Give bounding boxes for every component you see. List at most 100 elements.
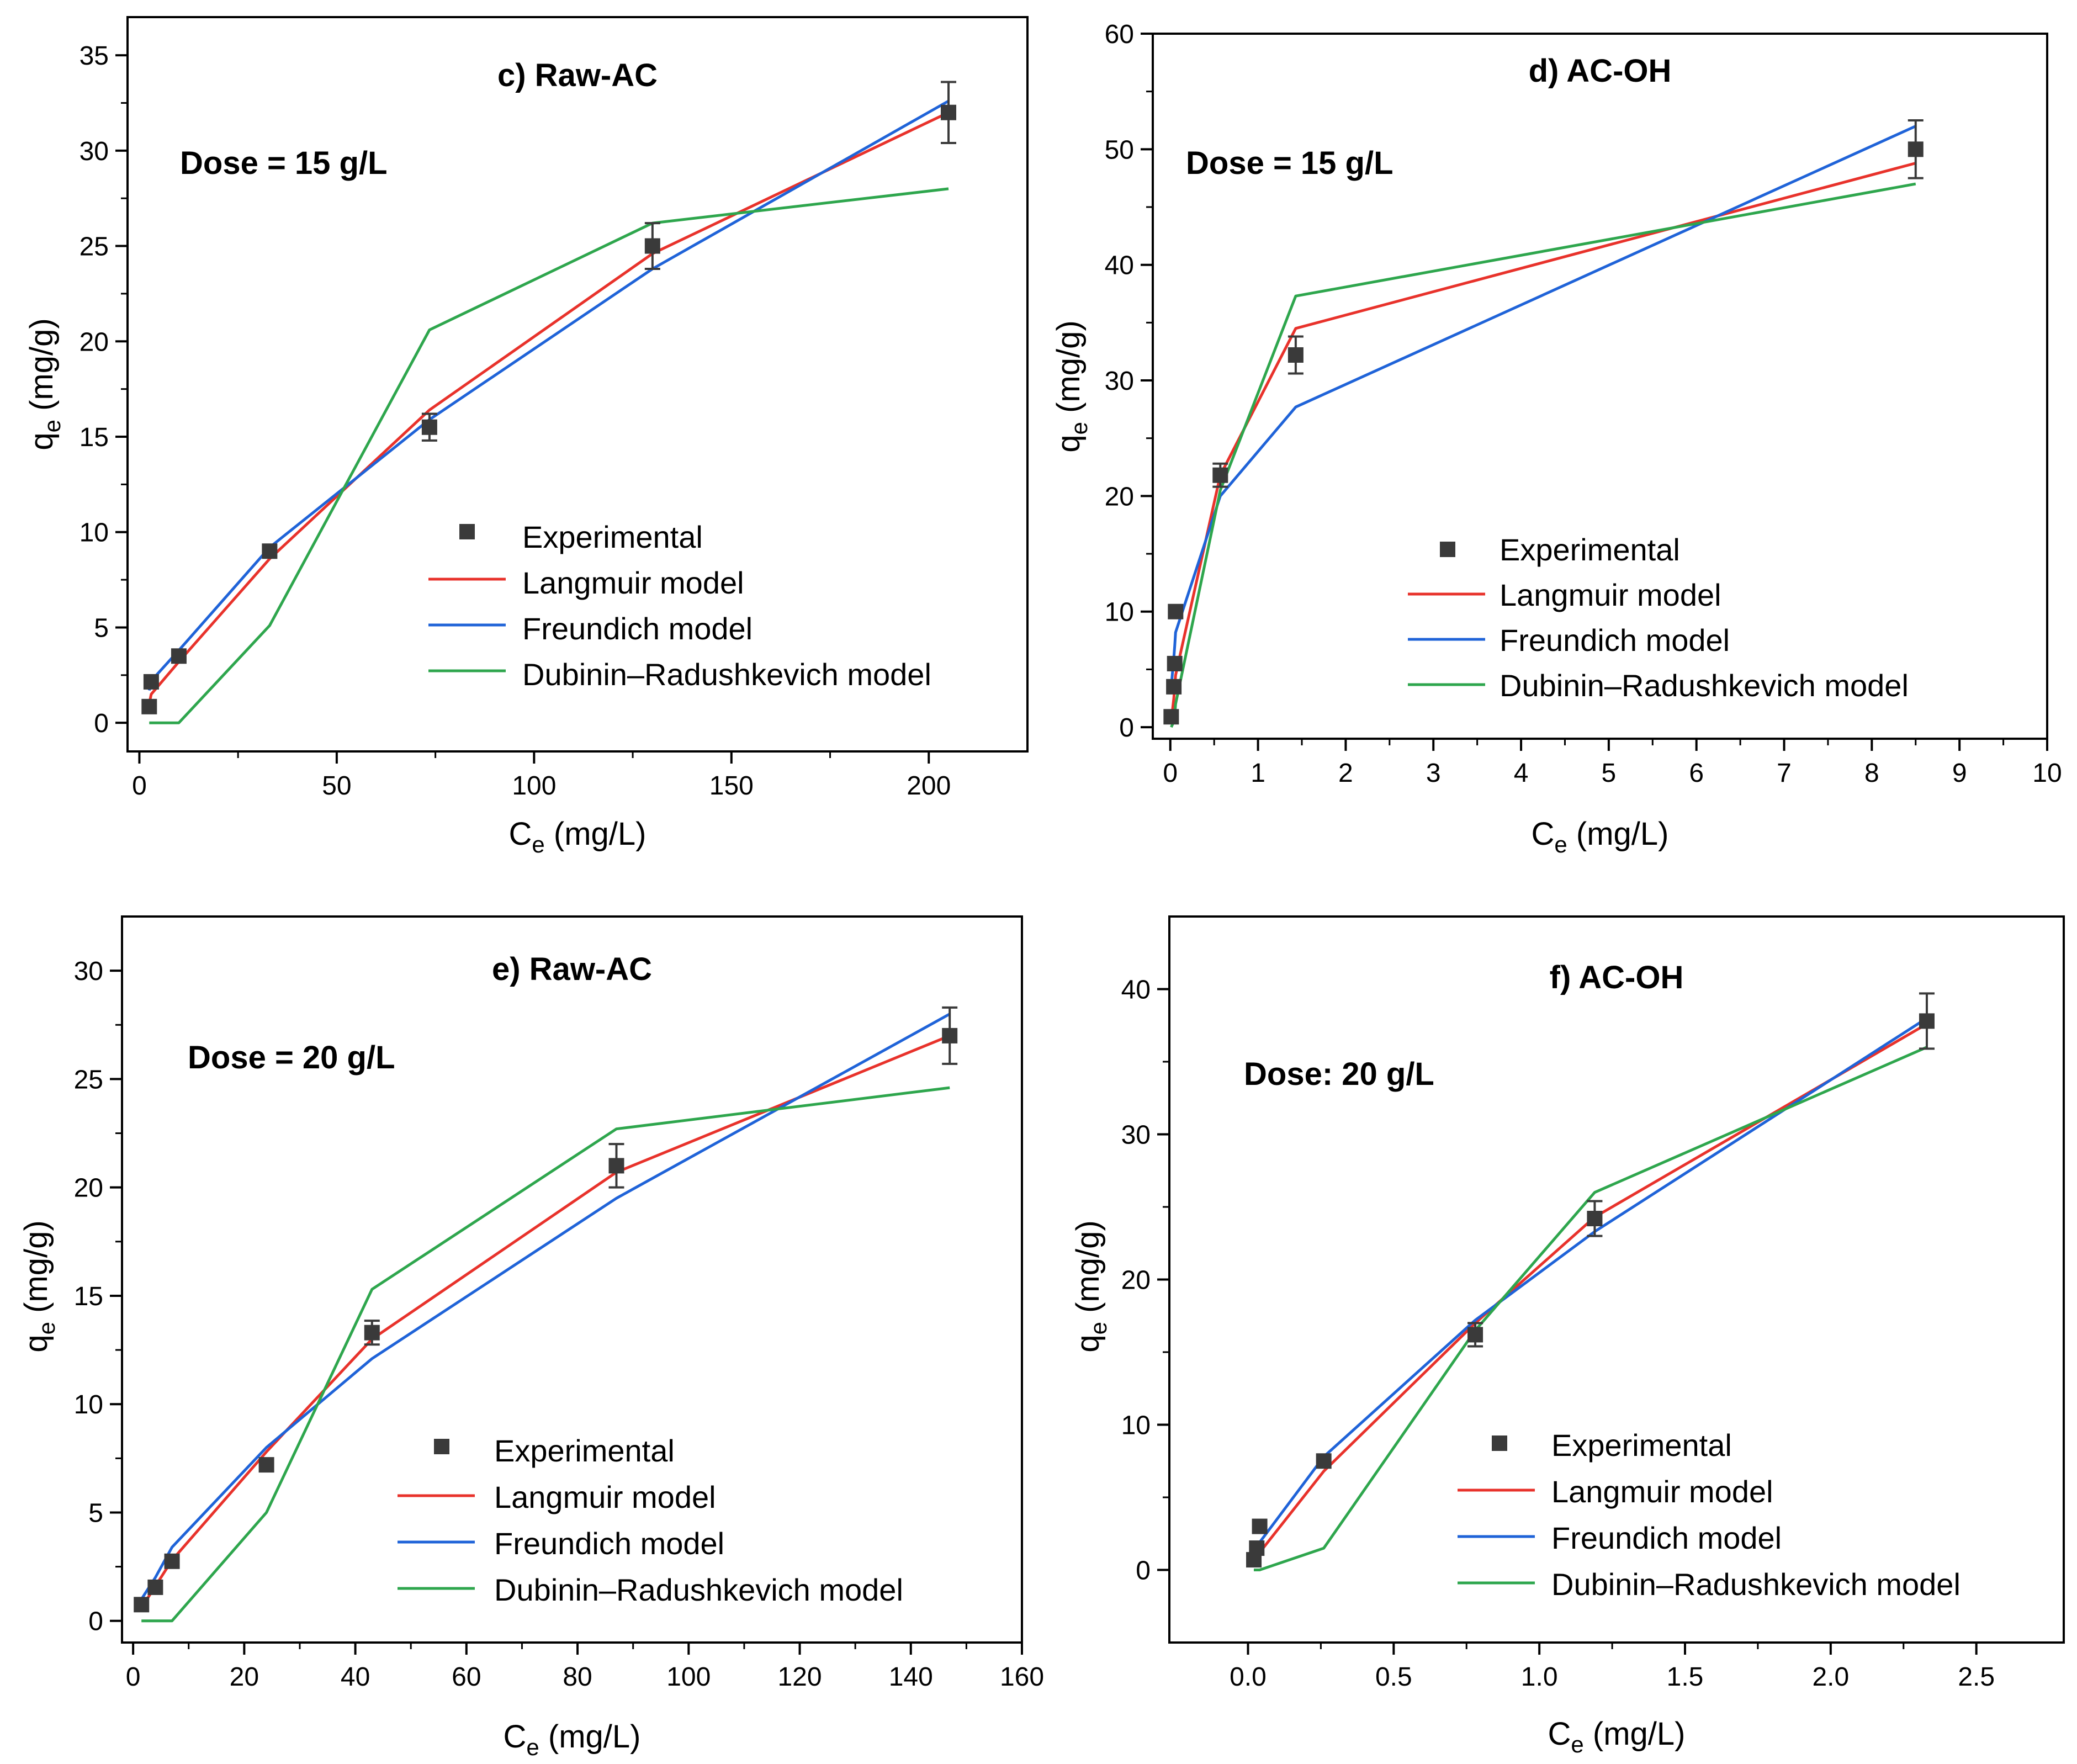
experimental-point (1908, 141, 1924, 157)
dose-annotation: Dose = 15 g/L (1186, 145, 1394, 181)
experimental-point (1163, 709, 1179, 725)
x-tick-label: 140 (889, 1662, 933, 1692)
y-tick-label: 30 (1105, 367, 1134, 396)
legend-label-langmuir: Langmuir model (522, 565, 744, 600)
x-tick-label: 0 (132, 771, 147, 801)
experimental-point (421, 419, 437, 435)
y-tick-label: 0 (1136, 1556, 1151, 1586)
x-tick-label: 20 (230, 1662, 259, 1692)
y-tick-label: 30 (1121, 1121, 1151, 1150)
legend-label-experimental: Experimental (1551, 1428, 1732, 1463)
y-tick-label: 25 (80, 232, 109, 262)
y-tick-label: 20 (74, 1174, 103, 1203)
y-tick-label: 60 (1105, 20, 1134, 49)
y-tick-label: 10 (1105, 598, 1134, 627)
legend-marker-experimental (434, 1439, 449, 1454)
series-line-dr (149, 187, 949, 724)
dose-annotation: Dose = 20 g/L (188, 1040, 395, 1076)
y-tick-label: 0 (94, 709, 109, 738)
legend-label-langmuir: Langmuir model (1551, 1474, 1773, 1509)
legend-label-langmuir: Langmuir model (494, 1480, 716, 1514)
y-tick-label: 40 (1121, 976, 1151, 1005)
series-line-dr (1254, 1046, 1928, 1571)
y-tick-label: 30 (80, 137, 109, 166)
series-line-dr (141, 1086, 950, 1623)
experimental-point (141, 698, 157, 714)
experimental-point (941, 104, 957, 120)
legend: Experimental Langmuir model Freundich mo… (1408, 532, 1909, 703)
legend-label-freundlich: Freundich model (1500, 623, 1730, 658)
x-tick-label: 0.0 (1230, 1662, 1267, 1692)
plot-frame (121, 915, 1023, 1644)
experimental-point (1587, 1211, 1603, 1227)
experimental-point (1919, 1013, 1935, 1029)
y-tick-label: 35 (80, 41, 109, 71)
legend: Experimental Langmuir model Freundich mo… (1458, 1428, 1961, 1602)
dose-annotation: Dose = 15 g/L (180, 145, 388, 181)
series-line-langmuir (140, 1034, 951, 1609)
y-tick-label: 20 (1105, 482, 1134, 511)
x-tick-label: 80 (563, 1662, 592, 1692)
dose-annotation: Dose: 20 g/L (1244, 1056, 1434, 1092)
panel-e-raw-ac-20: 0 20 40 60 80 100 120 140 160 0 5 10 15 20 25 30 e) Raw… (18, 915, 1044, 1760)
x-tick-label: 2.5 (1958, 1662, 1995, 1692)
legend-label-dr: Dubinin–Radushkevich model (1500, 668, 1909, 703)
chart-title: e) Raw-AC (492, 951, 652, 987)
legend: Experimental Langmuir model Freundich mo… (428, 520, 931, 692)
y-tick-label: 30 (74, 957, 103, 986)
x-axis-label: Ce (mg/L) (504, 1719, 641, 1760)
y-tick-label: 0 (88, 1607, 103, 1636)
legend-label-freundlich: Freundich model (522, 611, 753, 646)
y-axis-label: qe (mg/g) (18, 1220, 60, 1352)
x-tick-label: 4 (1514, 759, 1529, 788)
x-tick-label: 60 (452, 1662, 481, 1692)
legend-label-experimental: Experimental (494, 1433, 675, 1468)
y-axis-label: qe (mg/g) (24, 318, 65, 450)
x-tick-label: 5 (1602, 759, 1617, 788)
x-tick-label: 40 (341, 1662, 370, 1692)
y-tick-label: 10 (74, 1390, 103, 1419)
experimental-point (942, 1027, 958, 1043)
panel-c-raw-ac-15: 0 50 100 150 200 0 5 10 15 20 25 30 35 c) Raw-AC Dos… (24, 16, 1029, 857)
legend-label-langmuir: Langmuir model (1500, 578, 1721, 612)
x-axis-label: Ce (mg/L) (1532, 816, 1669, 857)
experimental-point (1287, 347, 1304, 363)
legend-label-dr: Dubinin–Radushkevich model (522, 657, 931, 692)
x-tick-label: 50 (322, 771, 351, 801)
y-tick-label: 50 (1105, 135, 1134, 165)
legend-label-freundlich: Freundich model (494, 1526, 724, 1561)
series-line-langmuir (1169, 162, 1916, 722)
experimental-point (644, 238, 660, 254)
x-tick-label: 0.5 (1375, 1662, 1412, 1692)
x-tick-label: 160 (1000, 1662, 1044, 1692)
plot-frame (126, 16, 1029, 753)
series-line-freundlich (147, 99, 950, 691)
x-tick-label: 120 (777, 1662, 822, 1692)
x-tick-label: 100 (512, 771, 556, 801)
chart-title: c) Raw-AC (497, 57, 658, 93)
y-tick-label: 15 (80, 423, 109, 452)
experimental-point (608, 1158, 624, 1174)
x-tick-label: 8 (1864, 759, 1879, 788)
x-tick-label: 200 (907, 771, 951, 801)
x-tick-label: 6 (1689, 759, 1704, 788)
panel-f-ac-oh-20: 0.0 0.5 1.0 1.5 2.0 2.5 0 10 20 30 40 f) AC-OH Dos… (1070, 915, 2065, 1757)
legend-label-dr: Dubinin–Radushkevich model (494, 1572, 903, 1607)
y-tick-label: 40 (1105, 251, 1134, 280)
y-tick-label: 5 (88, 1498, 103, 1528)
x-tick-label: 10 (2032, 759, 2062, 788)
experimental-point (1166, 679, 1182, 695)
experimental-point (171, 648, 187, 664)
experimental-point (1467, 1327, 1483, 1343)
x-tick-label: 100 (666, 1662, 711, 1692)
legend: Experimental Langmuir model Freundich mo… (398, 1433, 903, 1607)
x-tick-label: 3 (1426, 759, 1441, 788)
legend-label-dr: Dubinin–Radushkevich model (1551, 1567, 1961, 1602)
y-tick-label: 15 (74, 1282, 103, 1311)
x-tick-label: 0 (126, 1662, 141, 1692)
y-axis-label: qe (mg/g) (1051, 320, 1092, 452)
plot-frame (1152, 33, 2048, 740)
x-tick-label: 1 (1251, 759, 1265, 788)
chart-title: d) AC-OH (1529, 53, 1672, 89)
